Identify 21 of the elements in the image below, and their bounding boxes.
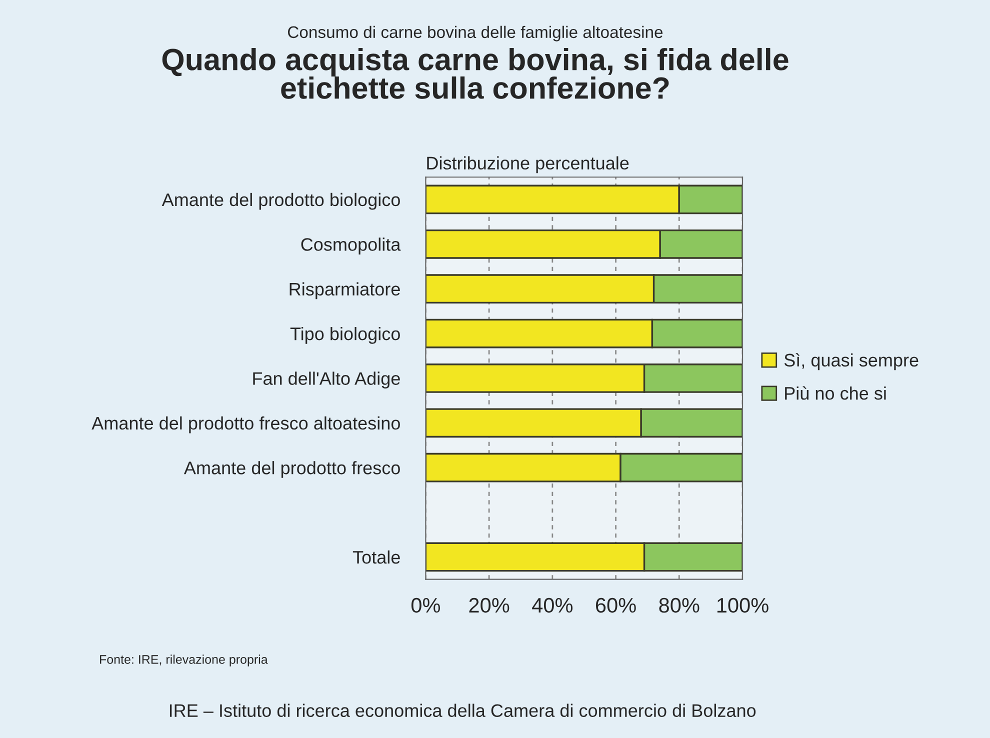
- x-tick-label: 20%: [469, 598, 510, 613]
- source-note: Fonte: IRE, rilevazione propria: [100, 654, 268, 666]
- text: IRE – Istituto di ricerca economica della Camera di commercio di Bolzano: [170, 704, 756, 718]
- y-tick-label: Amante del prodotto fresco: [184, 461, 400, 478]
- x-tick-label: 0%: [411, 598, 440, 613]
- x-tick-label: 100%: [717, 598, 768, 613]
- chart-subtitle: Consumo di carne bovina delle famiglie altoatesine: [288, 26, 663, 42]
- legend-label: Sì, quasi sempre: [784, 353, 918, 370]
- legend-label: Più no che si: [785, 386, 886, 400]
- y-tick-label: Tipo biologico: [290, 326, 400, 344]
- x-tick-label: 60%: [596, 598, 636, 613]
- y-tick-label: Risparmiatore: [290, 282, 400, 300]
- chart-title: Quando acquista carne bovina, si fida delle etichette sulla confezione?: [162, 48, 788, 99]
- x-tick-label: 40%: [532, 598, 573, 613]
- y-tick-label: Amante del prodotto biologico: [162, 192, 400, 210]
- y-tick-label: Cosmopolita: [301, 238, 401, 254]
- x-tick-label: 80%: [659, 598, 700, 613]
- y-tick-label: Amante del prodotto fresco altoatesino: [92, 416, 400, 434]
- text: Distribuzione percentuale: [427, 156, 629, 174]
- y-tick-label: Totale: [352, 550, 400, 564]
- y-tick-label: Fan dell'Alto Adige: [253, 372, 400, 389]
